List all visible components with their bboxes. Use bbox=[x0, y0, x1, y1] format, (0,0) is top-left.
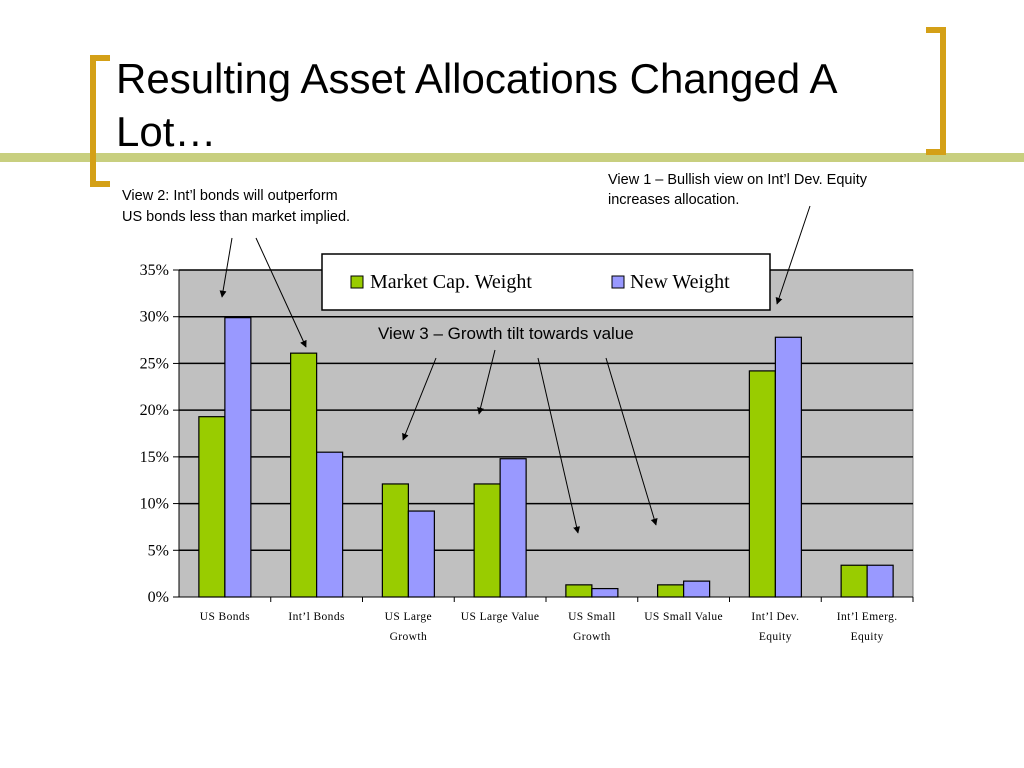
y-tick-label: 10% bbox=[140, 496, 169, 513]
legend-box bbox=[321, 253, 771, 311]
y-tick-label: 25% bbox=[140, 355, 169, 372]
x-category-label: Growth bbox=[573, 631, 611, 643]
view1-arrow-intl-dev-equity bbox=[775, 205, 811, 305]
view2-arrow-intl-bonds bbox=[255, 237, 307, 348]
legend-label-new-weight: New Weight bbox=[630, 271, 730, 293]
x-category-label: US Bonds bbox=[200, 611, 250, 623]
bar-new-weight bbox=[499, 458, 527, 598]
bar-market-cap-weight bbox=[840, 564, 868, 598]
x-category-label: Int’l Bonds bbox=[288, 611, 345, 623]
view3-arrow-us-large-growth bbox=[402, 357, 437, 441]
view2-annotation-line-2: US bonds less than market implied. bbox=[122, 209, 350, 225]
bar-market-cap-weight bbox=[198, 416, 226, 598]
bar-market-cap-weight bbox=[290, 352, 318, 598]
x-category-label: Growth bbox=[390, 631, 428, 643]
bar-new-weight bbox=[774, 336, 802, 598]
bar-new-weight bbox=[683, 580, 711, 598]
x-category-label: US Small bbox=[568, 611, 616, 623]
view3-arrow-us-small-growth bbox=[537, 357, 581, 534]
legend-swatch-market-cap-weight bbox=[350, 275, 364, 289]
view3-arrow-us-large-value bbox=[477, 349, 496, 415]
y-tick-label: 30% bbox=[140, 309, 169, 326]
bar-market-cap-weight bbox=[748, 370, 776, 598]
bar-market-cap-weight bbox=[657, 584, 685, 598]
view3-annotation: View 3 – Growth tilt towards value bbox=[378, 324, 634, 343]
bar-market-cap-weight bbox=[473, 483, 501, 598]
y-tick-label: 35% bbox=[140, 262, 169, 279]
x-category-label: US Small Value bbox=[644, 611, 723, 623]
plot-area bbox=[178, 269, 914, 598]
header-stripe bbox=[0, 153, 1024, 162]
y-tick-label: 5% bbox=[148, 542, 169, 559]
slide-title-line-1: Resulting Asset Allocations Changed A bbox=[116, 55, 837, 102]
x-category-label: Equity bbox=[851, 631, 884, 643]
view1-annotation-line-1: View 1 – Bullish view on Int’l Dev. Equi… bbox=[608, 172, 868, 188]
bar-market-cap-weight bbox=[565, 584, 593, 598]
bar-new-weight bbox=[407, 510, 435, 598]
chart-legend: Market Cap. Weight New Weight bbox=[321, 253, 771, 311]
left-bracket-decoration bbox=[90, 55, 110, 187]
bar-new-weight bbox=[224, 317, 252, 598]
x-category-label: Equity bbox=[759, 631, 792, 643]
y-tick-label: 20% bbox=[140, 402, 169, 419]
x-category-label: Int’l Dev. bbox=[751, 611, 799, 623]
bar-new-weight bbox=[591, 587, 619, 598]
view2-annotation-line-1: View 2: Int’l bonds will outperform bbox=[122, 188, 338, 204]
y-tick-label: 15% bbox=[140, 449, 169, 466]
slide-title-line-2: Lot… bbox=[116, 108, 216, 155]
right-bracket-decoration bbox=[926, 27, 946, 155]
allocation-bar-chart: 0% 5% 10% 15% 20% 25% 30% 35% US Bonds Int’l Bond… bbox=[140, 262, 914, 643]
x-category-label: Int’l Emerg. bbox=[837, 611, 898, 623]
bar-market-cap-weight bbox=[381, 483, 409, 598]
bar-new-weight bbox=[866, 564, 894, 598]
bar-new-weight bbox=[316, 451, 344, 598]
x-category-label: US Large Value bbox=[461, 611, 540, 623]
view2-arrow-us-bonds bbox=[219, 237, 233, 298]
y-tick-label: 0% bbox=[148, 589, 169, 606]
x-category-label: US Large bbox=[385, 611, 432, 623]
view1-annotation-line-2: increases allocation. bbox=[608, 192, 739, 208]
view3-arrow-us-small-value bbox=[605, 357, 658, 526]
legend-label-market-cap-weight: Market Cap. Weight bbox=[370, 271, 532, 293]
legend-swatch-new-weight bbox=[611, 275, 625, 289]
annotation-arrows bbox=[219, 205, 811, 534]
